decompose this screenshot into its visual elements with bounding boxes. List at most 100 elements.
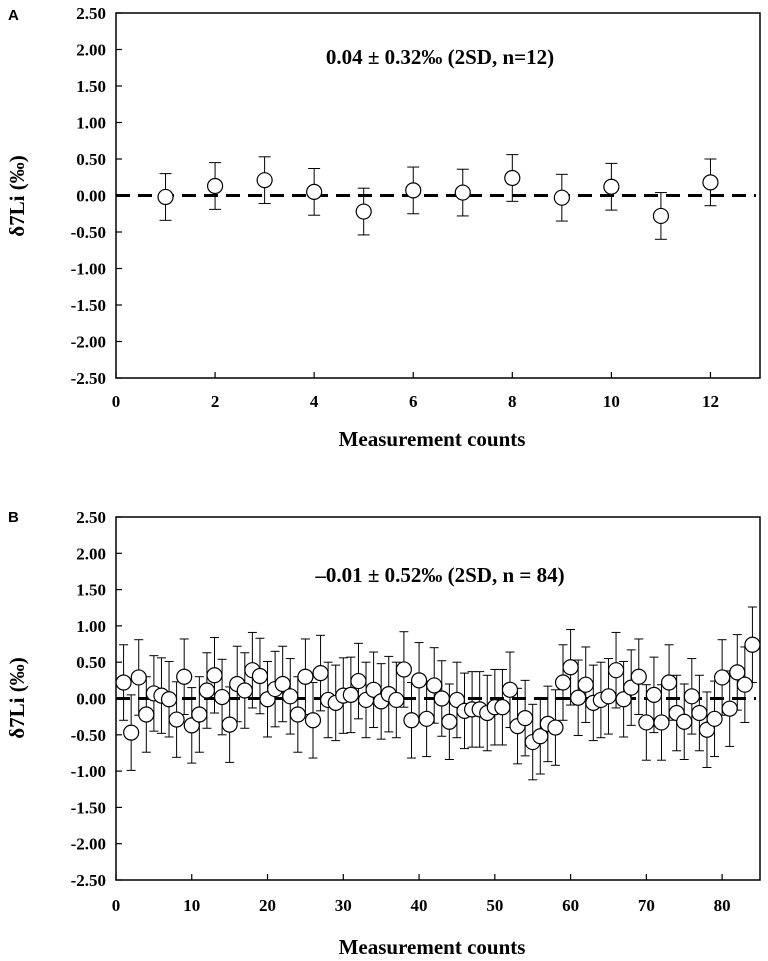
y-tick-label-b: 0.00 [76,690,106,709]
data-point-b [138,706,155,723]
chart-panel-a: A 0.04 ± 0.32‰ (2SD, n=12) Measurement c… [5,4,761,451]
data-point-b [342,686,359,703]
data-point-b [395,661,413,678]
y-tick-label-a: 2.00 [76,41,106,60]
data-point-b [645,686,663,703]
data-point-b [714,669,731,686]
y-tick-label-a: 0.50 [76,150,106,169]
data-point-b [698,721,716,738]
y-tick-label-a: 1.50 [76,77,106,96]
data-point-a [652,207,670,225]
y-tick-label-b: -1.00 [71,762,106,781]
data-point-b [501,681,519,698]
data-point-b [744,636,761,653]
x-tick-label-b: 40 [411,896,428,915]
y-tick-label-a: 1.00 [76,114,106,133]
data-point-b [115,674,132,691]
data-point-b [547,719,564,736]
annotation-a: 0.04 ± 0.32‰ (2SD, n=12) [326,45,554,69]
y-axis-label-a: δ7Li (‰) [5,155,29,236]
y-tick-label-b: 1.00 [76,617,106,636]
data-point-b [517,710,534,727]
data-point-b [221,716,238,733]
data-point-b [176,668,193,685]
data-point-b [206,667,223,684]
data-point-b [123,724,140,741]
data-point-b [630,668,647,685]
data-point-b [274,675,291,693]
data-point-b [350,672,367,690]
data-point-b [653,714,670,731]
data-point-b [168,711,185,728]
x-tick-label-a: 0 [112,392,121,411]
data-point-b [304,712,322,729]
y-tick-label-b: 0.50 [76,653,106,672]
data-point-a [603,178,620,195]
data-point-b [532,728,549,745]
data-point-b [388,691,405,709]
x-tick-label-b: 20 [259,896,276,915]
x-tick-label-b: 10 [183,896,200,915]
x-tick-label-a: 12 [702,392,719,411]
panel-label-a: A [8,7,19,24]
data-point-b [236,682,253,699]
y-tick-label-b: -2.50 [71,871,106,890]
data-point-a [405,182,422,199]
data-point-b [623,679,640,696]
x-tick-label-a: 6 [409,392,418,411]
data-point-b [562,659,579,676]
y-tick-label-a: -2.50 [71,369,106,388]
data-point-b [426,677,443,694]
y-tick-label-b: 2.50 [76,508,106,527]
data-point-b [600,688,617,705]
data-point-b [615,691,632,708]
data-point-b [282,688,299,705]
data-point-b [183,717,200,734]
data-point-b [729,664,746,681]
x-tick-label-b: 50 [486,896,503,915]
data-point-b [297,668,314,685]
data-point-a [256,172,273,189]
data-point-b [213,688,231,706]
data-point-b [130,669,147,686]
data-point-b [433,690,450,707]
data-point-b [410,672,428,689]
x-axis-label-b: Measurement counts [339,935,526,959]
x-tick-label-b: 30 [335,896,352,915]
data-point-b [570,689,587,706]
data-point-b [607,662,625,679]
data-point-b [289,706,306,723]
data-point-b [441,713,458,730]
data-point-b [736,676,753,693]
data-point-a [306,183,323,200]
x-tick-label-b: 70 [638,896,655,915]
data-point-a [454,184,471,201]
y-tick-label-b: -0.50 [71,726,106,745]
data-point-b [198,682,216,699]
y-tick-label-a: -1.50 [71,296,106,315]
data-point-b [418,710,435,727]
data-point-b [312,664,329,682]
y-tick-label-a: 0.00 [76,187,106,206]
data-point-b [365,681,382,698]
data-point-b [638,714,655,731]
data-point-b [191,706,208,723]
panel-label-b: B [8,509,19,526]
y-tick-label-a: -1.00 [71,260,106,279]
data-point-b [676,713,693,730]
x-tick-label-a: 4 [310,392,319,411]
y-tick-label-b: -2.00 [71,835,106,854]
data-point-b [721,700,738,717]
x-tick-label-a: 2 [211,392,220,411]
x-tick-label-a: 8 [508,392,517,411]
y-tick-label-a: 2.50 [76,4,106,23]
data-point-b [160,691,178,708]
annotation-b: –0.01 ± 0.52‰ (2SD, n = 84) [314,563,564,587]
data-point-b [577,676,594,693]
data-point-a [206,177,224,195]
data-point-a [157,188,174,206]
y-tick-label-a: -0.50 [71,223,106,242]
y-axis-label-b: δ7Li (‰) [5,657,29,738]
x-axis-label-a: Measurement counts [339,427,526,451]
